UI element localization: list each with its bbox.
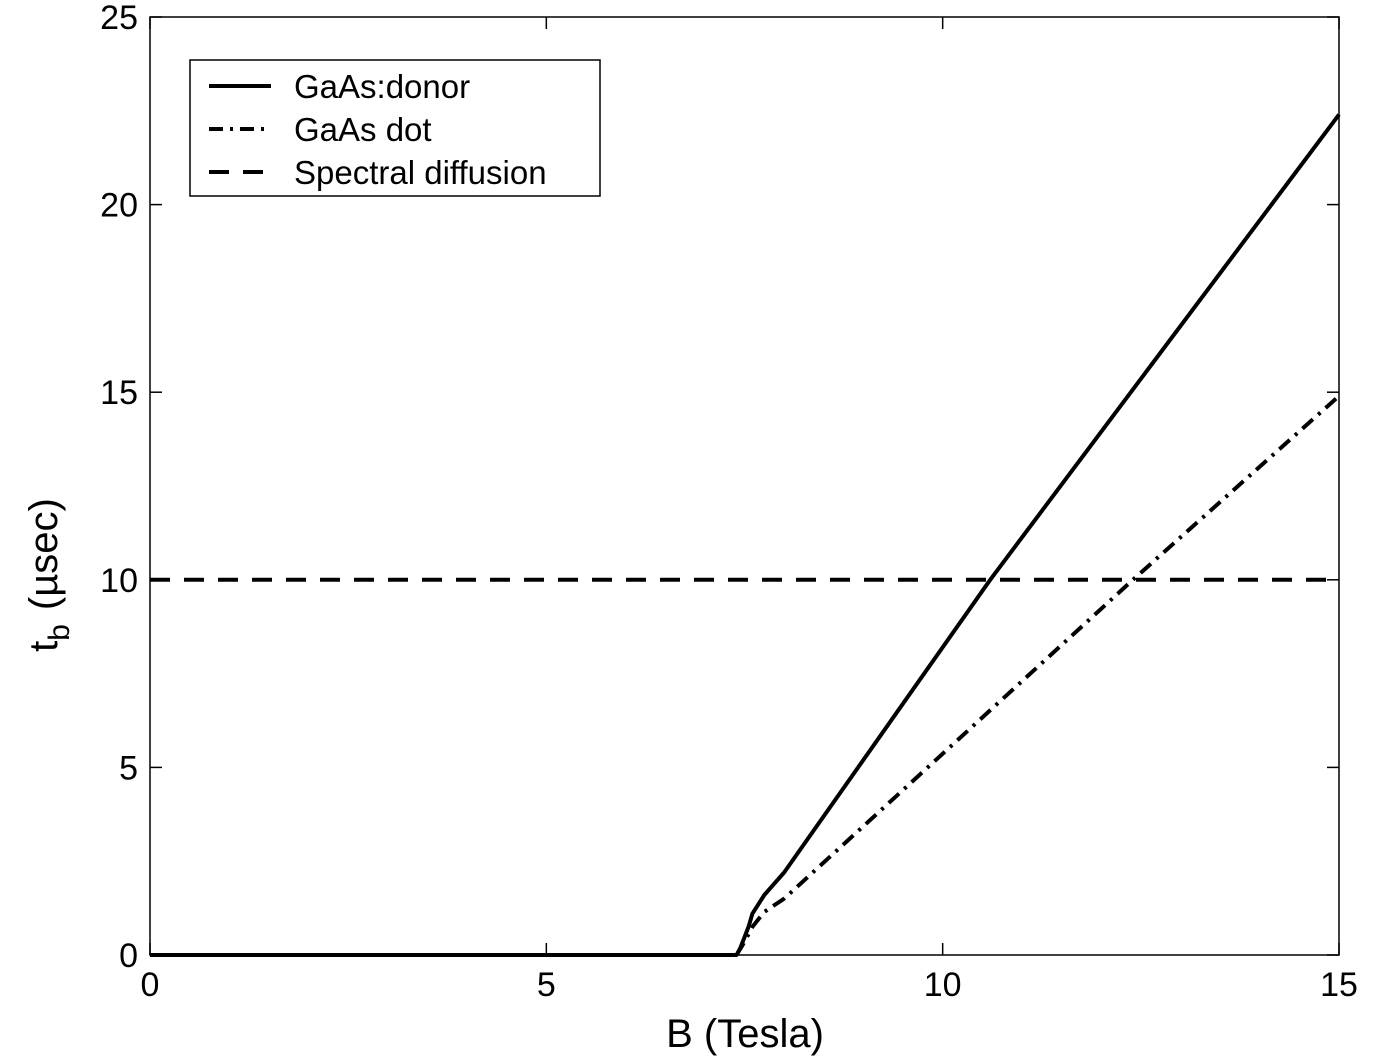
svg-text:tb(µsec): tb (µsec) — [22, 498, 76, 652]
x-tick-label: 0 — [141, 966, 160, 1004]
series-layer — [150, 113, 1341, 957]
y-tick-label: 15 — [100, 374, 138, 412]
x-tick-label: 10 — [924, 966, 962, 1004]
legend-label-gaas-donor: GaAs:donor — [294, 68, 470, 105]
legend-label-gaas-dot: GaAs dot — [294, 111, 432, 148]
y-axis-label-main: t — [22, 641, 66, 652]
y-tick-label: 10 — [100, 562, 138, 600]
y-tick-label: 25 — [100, 0, 138, 37]
y-axis-label: tb (µsec) — [22, 498, 76, 652]
x-axis-label: B (Tesla) — [666, 1012, 824, 1056]
y-tick-label: 5 — [119, 749, 138, 787]
y-tick-label: 20 — [100, 187, 138, 225]
y-tick-label: 0 — [119, 937, 138, 975]
y-axis-label-subscript: b — [43, 624, 76, 641]
legend: GaAs:donor GaAs dot Spectral diffusion — [189, 59, 601, 197]
x-tick-label: 15 — [1320, 966, 1358, 1004]
axes-layer: 0 5 10 15 0 5 10 15 20 25 — [100, 0, 1358, 1004]
plot-frame — [149, 16, 1340, 956]
x-tick-label: 5 — [537, 966, 556, 1004]
legend-label-spectral-diffusion: Spectral diffusion — [294, 154, 547, 191]
y-axis-label-unit: (µsec) — [22, 498, 66, 610]
